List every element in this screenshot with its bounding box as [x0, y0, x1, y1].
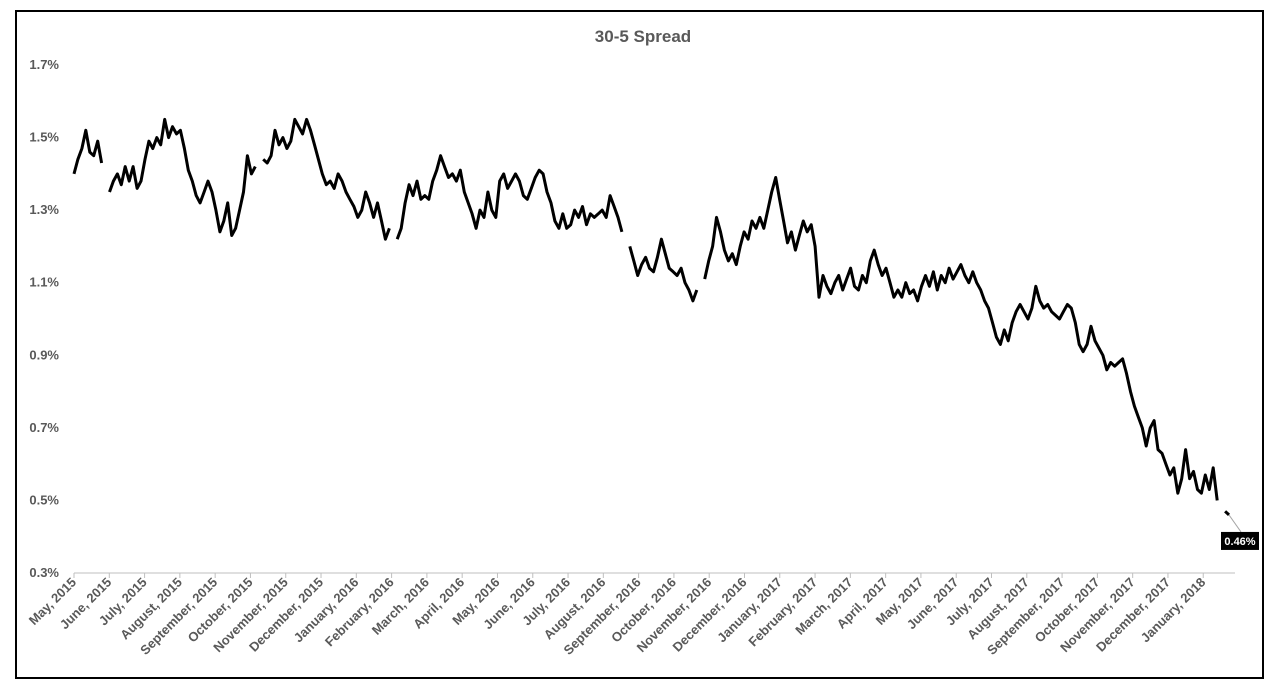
series-line-segment [72, 128, 104, 175]
series-line-segment [395, 154, 624, 240]
series-line-segment [628, 237, 699, 303]
series-line-segment [108, 117, 257, 237]
y-tick-label: 1.3% [29, 202, 59, 217]
series-line-segment [262, 117, 391, 241]
y-axis: 1.7% 1.5% 1.3% 1.1% 0.9% 0.7% 0.5% 0.3% [29, 57, 59, 580]
end-label-text: 0.46% [1224, 536, 1255, 548]
end-value-label: 0.46% [1221, 514, 1259, 550]
end-label-leader [1228, 514, 1242, 533]
y-tick-label: 0.5% [29, 492, 59, 507]
y-tick-label: 1.1% [29, 275, 59, 290]
chart-title: 30-5 Spread [595, 27, 691, 46]
y-tick-label: 0.3% [29, 565, 59, 580]
y-tick-label: 1.5% [29, 130, 59, 145]
series-line-segment [703, 176, 1219, 501]
end-label-box [1221, 531, 1259, 550]
y-tick-label: 1.7% [29, 57, 59, 72]
chart-frame: 30-5 Spread 1.7% 1.5% 1.3% 1.1% 0.9% 0.7% 0.5%… [15, 10, 1264, 679]
line-chart: 30-5 Spread 1.7% 1.5% 1.3% 1.1% 0.9% 0.7% 0.5%… [26, 27, 1259, 658]
y-tick-label: 0.9% [29, 347, 59, 362]
y-tick-label: 0.7% [29, 420, 59, 435]
series-line-segment [1224, 510, 1231, 517]
series-layer [72, 117, 1231, 517]
